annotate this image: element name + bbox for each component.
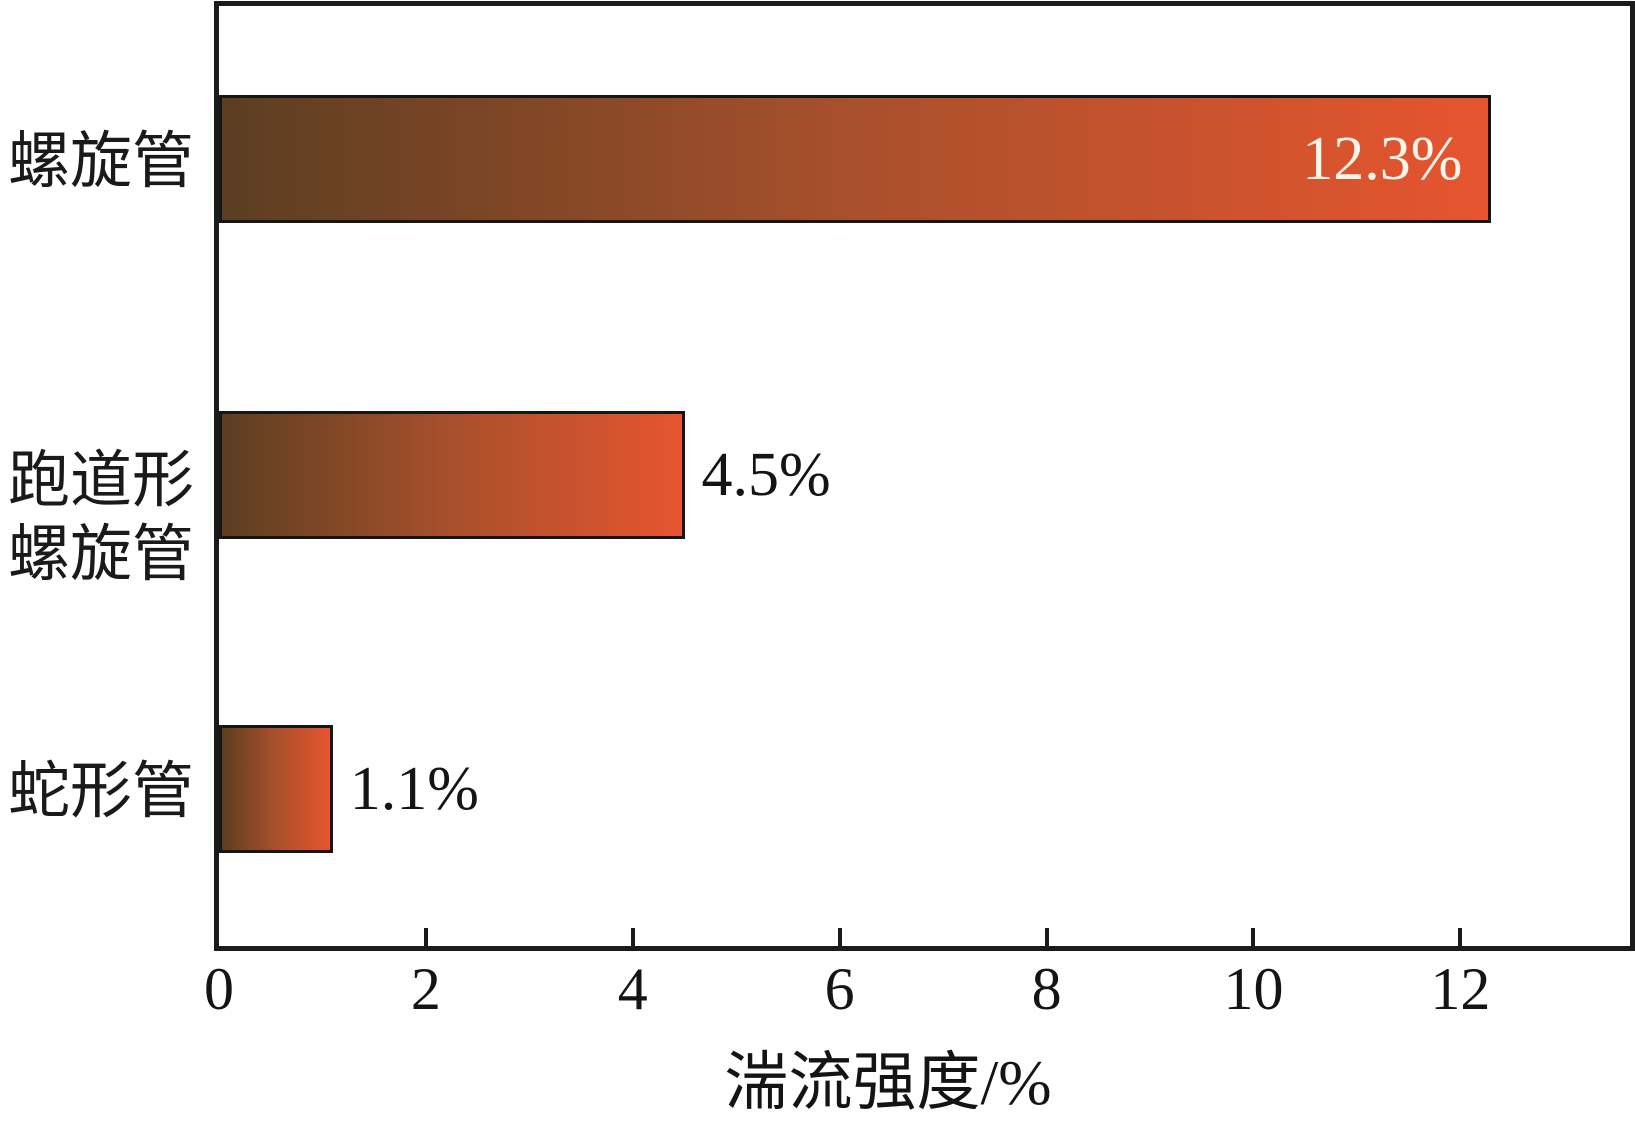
x-tick-label: 10	[1223, 956, 1284, 1022]
bar-spiral-tube: 12.3%	[219, 95, 1492, 223]
bar-value-label: 4.5%	[701, 441, 831, 509]
x-axis-tick-mark	[1044, 928, 1049, 946]
bar-serpentine-tube: 1.1%	[219, 725, 479, 853]
x-tick-label: 2	[410, 956, 441, 1022]
x-tick-label: 12	[1430, 956, 1491, 1022]
category-label-serpentine-tube: 蛇形管	[8, 758, 195, 826]
bar-racetrack-spiral-tube: 4.5%	[219, 411, 831, 539]
bar-value-label: 1.1%	[349, 755, 479, 823]
x-axis-tick-mark	[837, 928, 842, 946]
x-axis-tick-mark	[630, 928, 635, 946]
plot-area: 12.3% 4.5% 1.1%	[214, 1, 1635, 951]
x-axis-tick-labels: 0 2 4 6 8 10 12	[204, 956, 1630, 1028]
plot-inner: 12.3% 4.5% 1.1%	[219, 6, 1630, 946]
x-tick-label: 8	[1031, 956, 1062, 1022]
bar-value-label: 12.3%	[1302, 125, 1463, 193]
x-tick-label: 0	[204, 956, 234, 1022]
category-label-racetrack-spiral-tube: 跑道形 螺旋管	[8, 447, 195, 589]
x-axis-title: 湍流强度/%	[724, 1047, 1052, 1118]
category-label-spiral-tube: 螺旋管	[8, 128, 195, 196]
x-tick-label: 4	[617, 956, 648, 1022]
x-tick-label: 6	[824, 956, 855, 1022]
x-axis-tick-mark	[423, 928, 428, 946]
x-axis-tick-mark	[1251, 928, 1256, 946]
x-axis-tick-mark	[1458, 928, 1463, 946]
